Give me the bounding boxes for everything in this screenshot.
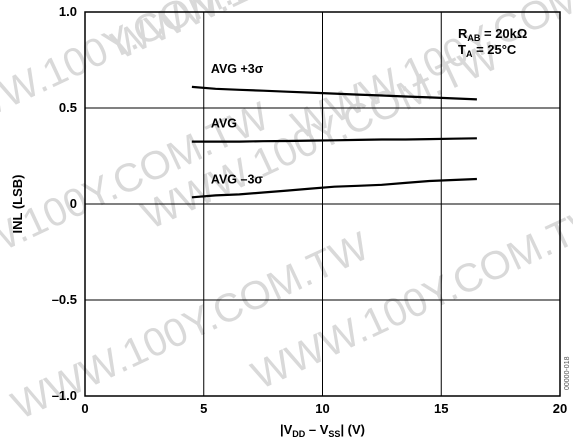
x-axis-label-part: – V [305, 422, 328, 437]
x-tick-label: 15 [434, 401, 448, 416]
y-tick-label: –0.5 [52, 292, 77, 307]
y-tick-label: 0.5 [59, 100, 77, 115]
x-axis-label-part: |V [280, 422, 293, 437]
x-axis-label: |VDD – VSS| (V) [280, 422, 365, 439]
x-axis-label-part: SS [328, 429, 340, 439]
series-lines [191, 85, 477, 199]
condition-text: RAB = 20kΩ [458, 26, 527, 43]
series-labels: AVG +3σ AVG AVG –3σ [211, 62, 264, 186]
series-line [191, 177, 477, 199]
condition-text: TA = 25°C [458, 42, 517, 59]
series-label: AVG +3σ [211, 62, 264, 76]
x-axis-label-part: | (V) [340, 422, 365, 437]
tick-labels: 0 5 10 15 20 1.0 0.5 0 –0.5 –1.0 [52, 4, 568, 416]
x-tick-label: 20 [553, 401, 567, 416]
series-line [191, 85, 477, 101]
series-label: AVG [211, 117, 237, 131]
x-tick-label: 5 [200, 401, 207, 416]
figure-code: 00000-018 [564, 356, 571, 390]
series-line [191, 137, 477, 143]
x-tick-label: 0 [81, 401, 88, 416]
y-tick-label: –1.0 [52, 388, 77, 403]
watermark: WWW.100Y.COM.TWWWW.100Y.COM.TWWWW.100Y.C… [0, 0, 573, 428]
x-axis-label-part: DD [292, 429, 305, 439]
x-tick-label: 10 [315, 401, 329, 416]
watermark-text: WWW.100Y.COM.TW [285, 0, 573, 148]
y-axis-label: INL (LSB) [10, 175, 25, 234]
series-label: AVG –3σ [211, 172, 264, 186]
plot-frame [84, 11, 561, 397]
y-tick-label: 0 [70, 196, 77, 211]
y-tick-label: 1.0 [59, 4, 77, 19]
